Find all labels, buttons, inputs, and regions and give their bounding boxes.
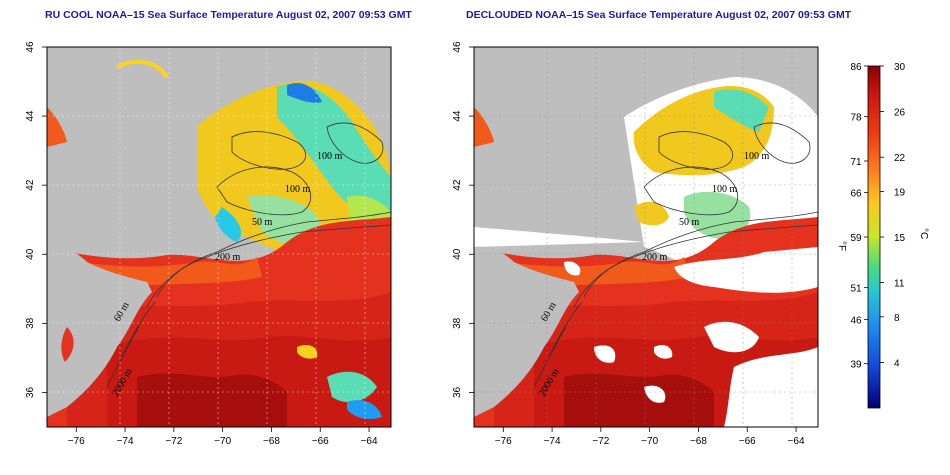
left-grid [47,47,391,427]
celsius-tick-label: 15 [894,233,906,244]
right-grid [474,47,818,427]
x-tick-label: −76 [495,436,512,447]
contour-label: 100 m [712,184,738,195]
y-tick-label: 36 [25,386,36,398]
contour-label: 200 m [215,252,241,263]
right-panel-title: DECLOUDED NOAA–15 Sea Surface Temperatur… [466,9,852,21]
x-tick-label: −68 [690,436,707,447]
x-tick-label: −74 [544,436,561,447]
colorbar-ticks: 30 26 22 19 15 11 8 4 86 78 71 66 59 51 46 39 [850,62,905,371]
x-tick-label: −72 [165,436,182,447]
axes-layer: −76 −74 −72 −70 −68 −66 −64 36 38 40 42 44 46 −76 −74 −… [25,41,805,447]
fahrenheit-tick-label: 66 [850,189,862,200]
x-tick-label: −66 [312,436,329,447]
x-tick-label: −66 [739,436,756,447]
contour-label: 50 m [252,217,273,228]
y-tick-label: 44 [25,110,36,122]
left-panel-title: RU COOL NOAA–15 Sea Surface Temperature … [45,9,412,21]
left-map-frame [46,46,392,428]
x-tick-label: −64 [361,436,378,447]
fahrenheit-tick-label: 78 [850,113,862,124]
celsius-tick-label: 4 [894,358,900,369]
fahrenheit-tick-label: 46 [850,315,862,326]
colorbar [867,65,881,409]
contour-label: 200 m [642,252,668,263]
contour-label: 100 m [285,184,311,195]
right-map-frame [473,46,819,428]
fahrenheit-tick-label: 71 [850,157,862,168]
celsius-tick-label: 30 [894,62,906,73]
y-tick-label: 42 [25,179,36,191]
x-tick-label: −70 [641,436,658,447]
fahrenheit-label: °F [836,241,847,251]
x-tick-label: −72 [592,436,609,447]
fahrenheit-tick-label: 51 [850,284,862,295]
y-tick-label: 38 [25,317,36,329]
x-tick-label: −68 [263,436,280,447]
y-tick-label: 36 [452,386,463,398]
x-tick-label: −64 [788,436,805,447]
contour-label: 50 m [679,217,700,228]
celsius-tick-label: 22 [894,153,906,164]
y-tick-label: 40 [25,248,36,260]
y-tick-label: 46 [452,41,463,53]
y-tick-label: 42 [452,179,463,191]
y-tick-label: 46 [25,41,36,53]
left-map-panel: 100 m 100 m 50 m 200 m 60 m 2000 m [47,47,391,427]
right-map-panel: 100 m 100 m 50 m 200 m 60 m 2000 m [474,47,818,427]
y-tick-label: 44 [452,110,463,122]
x-tick-label: −70 [214,436,231,447]
contour-label: 100 m [317,151,343,162]
x-tick-label: −76 [68,436,85,447]
contour-label: 100 m [744,151,770,162]
y-tick-label: 40 [452,248,463,260]
celsius-tick-label: 19 [894,187,906,198]
fahrenheit-tick-label: 59 [850,233,862,244]
y-tick-label: 38 [452,317,463,329]
fahrenheit-tick-label: 86 [850,62,862,73]
celsius-tick-label: 26 [894,108,906,119]
celsius-label: °C [918,228,929,239]
celsius-tick-label: 8 [894,313,900,324]
fahrenheit-tick-label: 39 [850,360,862,371]
x-tick-label: −74 [117,436,134,447]
celsius-tick-label: 11 [894,279,905,290]
